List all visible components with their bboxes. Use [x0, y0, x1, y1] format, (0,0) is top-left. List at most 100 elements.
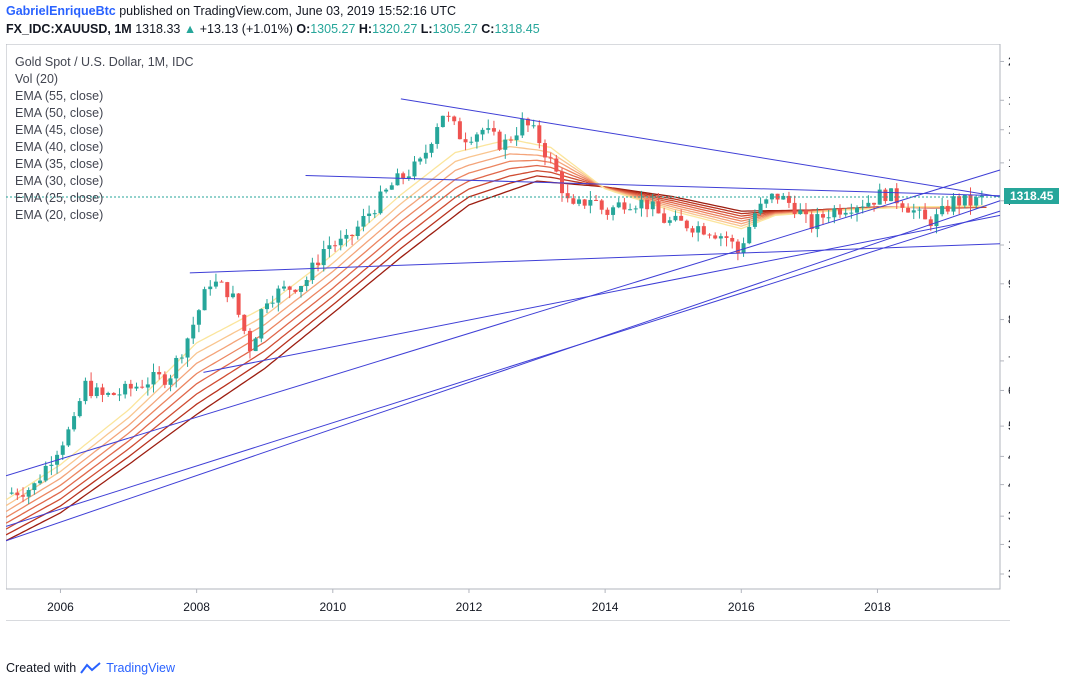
candle-body	[372, 213, 377, 215]
candle-body	[798, 210, 803, 215]
candle-body	[208, 286, 213, 290]
candle-body	[667, 220, 672, 223]
candle-body	[26, 490, 31, 497]
candle-body	[38, 480, 43, 484]
candle-body	[230, 293, 235, 298]
trendline	[6, 200, 1001, 542]
open-value: 1305.27	[310, 22, 356, 36]
candle-body	[815, 214, 820, 230]
legend-item[interactable]: Gold Spot / U.S. Dollar, 1M, IDC	[15, 55, 194, 69]
close-value: 1318.45	[494, 22, 540, 36]
candle-body	[889, 188, 894, 202]
candle-body	[157, 372, 162, 375]
candle-body	[900, 203, 905, 208]
candle-body	[843, 212, 848, 215]
candle-body	[662, 213, 667, 223]
candle-body	[849, 212, 854, 214]
candle-body	[486, 128, 491, 130]
legend-item[interactable]: EMA (45, close)	[15, 123, 104, 137]
chart-area[interactable]: 2200.001900.001700.001500.001300.001100.…	[6, 44, 1010, 621]
y-tick-label: 1100.00	[1008, 238, 1010, 252]
author-link[interactable]: GabrielEnriqueBtc	[6, 4, 116, 18]
tradingview-link[interactable]: TradingView	[106, 661, 175, 675]
legend-item[interactable]: EMA (40, close)	[15, 140, 104, 154]
y-tick-label: 1500.00	[1008, 156, 1010, 170]
candle-body	[957, 196, 962, 206]
trendline	[189, 243, 1001, 274]
y-tick-label: 830.00	[1008, 313, 1010, 327]
legend-item[interactable]: EMA (50, close)	[15, 106, 104, 120]
candle-body	[594, 199, 599, 201]
candle-body	[775, 193, 780, 200]
candle-body	[111, 392, 116, 395]
candle-body	[701, 226, 706, 235]
candle-body	[395, 173, 400, 186]
candle-body	[440, 115, 445, 128]
legend-item[interactable]: EMA (20, close)	[15, 208, 104, 222]
candle-body	[792, 202, 797, 215]
candle-body	[446, 115, 451, 117]
candle-body	[855, 207, 860, 213]
candle-body	[452, 116, 457, 122]
y-tick-label: 495.00	[1008, 449, 1010, 463]
x-tick-label: 2018	[864, 600, 891, 614]
candle-body	[270, 302, 275, 304]
y-tick-label: 445.00	[1008, 478, 1010, 492]
candle-body	[560, 171, 565, 194]
symbol-label: FX_IDC:XAUUSD, 1M	[6, 22, 132, 36]
candle-body	[247, 330, 252, 352]
candle-body	[225, 282, 230, 298]
candle-body	[151, 372, 156, 385]
legend-item[interactable]: EMA (55, close)	[15, 89, 104, 103]
price-chart[interactable]: 2200.001900.001700.001500.001300.001100.…	[6, 44, 1010, 621]
candle-body	[367, 213, 372, 216]
x-tick-label: 2010	[319, 600, 346, 614]
candle-body	[162, 374, 167, 385]
tradingview-logo-icon	[80, 662, 101, 674]
candle-body	[117, 394, 122, 396]
candle-body	[77, 401, 82, 417]
candle-body	[542, 143, 547, 158]
candle-body	[503, 139, 508, 150]
up-arrow-icon: ▲	[183, 22, 197, 36]
candle-body	[974, 197, 979, 206]
high-value: 1320.27	[372, 22, 418, 36]
legend-item[interactable]: EMA (30, close)	[15, 174, 104, 188]
indicator-legend: Gold Spot / U.S. Dollar, 1M, IDC Vol (20…	[15, 54, 194, 224]
legend-item[interactable]: EMA (25, close)	[15, 191, 104, 205]
legend-item[interactable]: Vol (20)	[15, 72, 59, 86]
candle-body	[803, 210, 808, 215]
created-with-label: Created with	[6, 661, 77, 675]
x-tick-label: 2006	[47, 600, 74, 614]
candle-body	[378, 191, 383, 214]
candle-body	[940, 206, 945, 215]
candle-body	[100, 387, 105, 395]
candle-body	[690, 228, 695, 233]
candle-body	[923, 209, 928, 220]
candle-body	[866, 202, 871, 207]
candle-body	[355, 226, 360, 236]
candle-body	[423, 152, 428, 159]
footer: Created with TradingView	[6, 661, 175, 675]
candle-body	[645, 199, 650, 210]
candle-body	[962, 194, 967, 206]
candle-body	[599, 200, 604, 210]
candle-body	[191, 324, 196, 339]
candle-body	[911, 210, 916, 213]
change-value: +13.13 (+1.01%)	[199, 22, 293, 36]
candle-body	[826, 217, 831, 219]
candle-body	[60, 445, 65, 455]
legend-item[interactable]: EMA (35, close)	[15, 157, 104, 171]
candle-body	[565, 193, 570, 199]
candle-body	[282, 286, 287, 289]
y-tick-label: 710.00	[1008, 354, 1010, 368]
candle-body	[917, 209, 922, 211]
candle-body	[786, 195, 791, 203]
candle-body	[299, 286, 304, 292]
candle-body	[89, 380, 94, 397]
candle-body	[673, 215, 678, 221]
candle-body	[15, 492, 20, 496]
candle-body	[32, 483, 37, 491]
x-tick-label: 2008	[183, 600, 210, 614]
candle-body	[94, 387, 99, 397]
